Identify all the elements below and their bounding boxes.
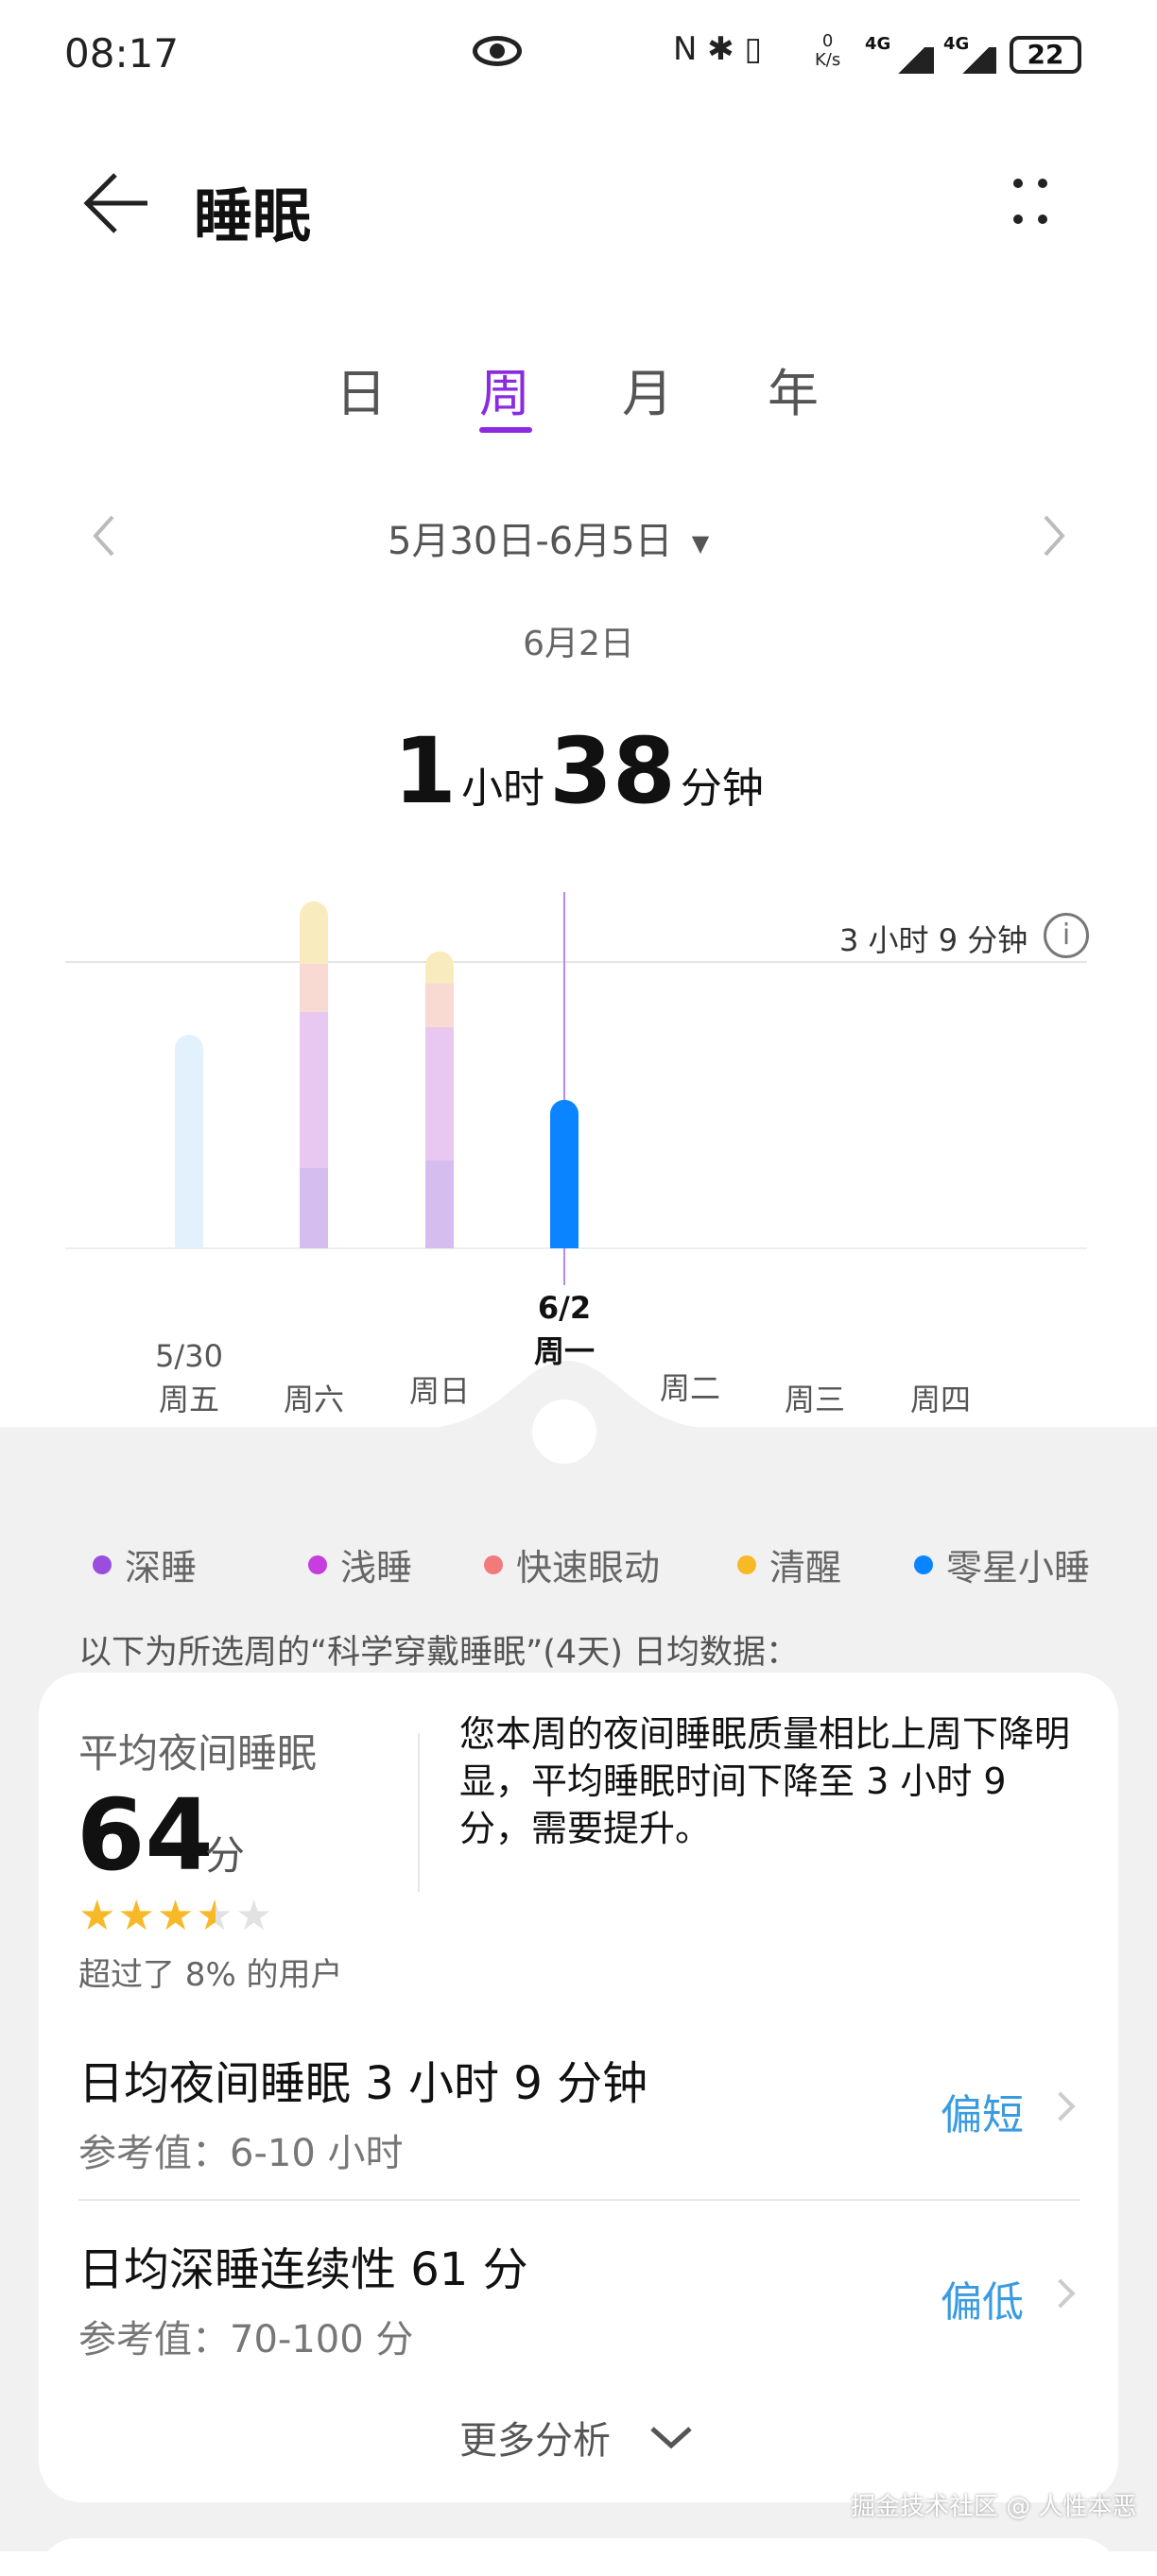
star-icon: ★ bbox=[196, 1892, 235, 1940]
row-title: 日均夜间睡眠 3 小时 9 分钟 bbox=[78, 2057, 648, 2110]
bar-segment-周日-清醒 bbox=[425, 951, 454, 984]
eye-icon bbox=[473, 36, 522, 66]
date-range-selector[interactable]: 5月30日-6月5日 ▼ bbox=[388, 510, 709, 565]
tab-month[interactable]: 月 bbox=[622, 364, 673, 423]
chevron-right-icon bbox=[1045, 2278, 1076, 2309]
next-card bbox=[39, 2538, 1118, 2576]
divider bbox=[418, 1733, 420, 1892]
legend-deep: 深睡 bbox=[93, 1538, 197, 1590]
percentile-text: 超过了 8% 的用户 bbox=[78, 1956, 343, 1994]
bar-segment-周六-深睡 bbox=[300, 1168, 328, 1248]
sleep-duration: 1 小时 38 分钟 bbox=[0, 718, 1157, 824]
bar-segment-周六-浅睡 bbox=[300, 1011, 328, 1169]
legend-dot bbox=[484, 1554, 503, 1574]
row-title: 日均深睡连续性 61 分 bbox=[78, 2243, 528, 2296]
legend-label: 快速眼动 bbox=[516, 1547, 661, 1589]
star-icon: ★ bbox=[117, 1892, 157, 1940]
bar-segment-周日-快速眼动 bbox=[425, 983, 454, 1027]
sleep-summary-card: 平均夜间睡眠 64 分 ★★★★★ 超过了 8% 的用户 您本周的夜间睡眠质量相… bbox=[39, 1673, 1118, 2502]
signal-2-icon bbox=[955, 47, 996, 74]
tab-day[interactable]: 日 bbox=[336, 364, 387, 423]
info-icon[interactable]: i bbox=[1044, 913, 1089, 958]
row-status: 偏低 bbox=[941, 2278, 1024, 2327]
hours-unit: 小时 bbox=[461, 764, 545, 813]
legend-dot bbox=[914, 1554, 933, 1574]
bar-segment-周一-零星小睡 bbox=[550, 1099, 578, 1248]
hours-value: 1 bbox=[393, 718, 457, 824]
legend-awake: 清醒 bbox=[737, 1538, 841, 1590]
x-label-周六[interactable]: 周六 bbox=[283, 1382, 344, 1417]
x-label-周四[interactable]: 周四 bbox=[909, 1382, 971, 1417]
legend-label: 清醒 bbox=[769, 1547, 842, 1589]
selector-bump bbox=[416, 1361, 718, 1436]
signal-1-label: 4G bbox=[865, 34, 891, 54]
row-reference: 参考值：70-100 分 bbox=[78, 2318, 414, 2361]
star-icon: ★ bbox=[234, 1892, 275, 1940]
back-button[interactable] bbox=[81, 170, 152, 236]
nfc-bluetooth-vibrate-icons: N ✱ ▯ bbox=[673, 30, 763, 68]
signal-1-icon bbox=[889, 47, 934, 74]
legend-label: 深睡 bbox=[125, 1547, 198, 1589]
more-analysis-label: 更多分析 bbox=[459, 2419, 611, 2463]
net-speed: 0 K/s bbox=[815, 31, 841, 70]
dropdown-icon: ▼ bbox=[691, 530, 710, 557]
status-time: 08:17 bbox=[64, 30, 180, 77]
legend-light: 浅睡 bbox=[308, 1538, 412, 1590]
x-date-label: 5/30 bbox=[155, 1338, 223, 1374]
score-title: 平均夜间睡眠 bbox=[78, 1730, 318, 1777]
chevron-down-icon bbox=[650, 2427, 692, 2449]
bar-segment-周日-浅睡 bbox=[425, 1026, 454, 1161]
watermark: 掘金技术社区 @ 人性本恶 bbox=[851, 2493, 1137, 2521]
sleep-chart[interactable] bbox=[0, 850, 1157, 1436]
more-options-icon[interactable] bbox=[1011, 175, 1049, 232]
x-label-周日[interactable]: 周日 bbox=[408, 1373, 470, 1409]
legend-dot bbox=[93, 1554, 112, 1574]
legend-nap: 零星小睡 bbox=[914, 1538, 1090, 1590]
row-status: 偏短 bbox=[941, 2091, 1024, 2139]
battery-icon: 22 bbox=[1010, 36, 1081, 74]
legend-dot bbox=[737, 1554, 756, 1574]
selector-handle[interactable] bbox=[532, 1400, 596, 1464]
bar-segment-周日-深睡 bbox=[425, 1160, 454, 1248]
date-range-label: 5月30日-6月5日 bbox=[388, 520, 673, 563]
data-note: 以下为所选周的“科学穿戴睡眠”(4天) 日均数据： bbox=[78, 1634, 799, 1672]
x-label-周三[interactable]: 周三 bbox=[784, 1382, 845, 1417]
chevron-right-icon bbox=[1045, 2091, 1076, 2121]
legend-label: 零星小睡 bbox=[946, 1547, 1091, 1589]
tab-year[interactable]: 年 bbox=[768, 364, 819, 423]
minutes-value: 38 bbox=[549, 718, 676, 824]
divider bbox=[78, 2199, 1080, 2201]
x-label-周一[interactable]: 周一 bbox=[533, 1333, 595, 1369]
legend-label: 浅睡 bbox=[340, 1547, 413, 1589]
tab-indicator bbox=[479, 427, 532, 433]
star-icon: ★ bbox=[78, 1892, 118, 1940]
more-analysis-button[interactable]: 更多分析 bbox=[459, 2410, 694, 2464]
bar-segment-周六-清醒 bbox=[300, 901, 328, 964]
x-label-周五[interactable]: 周五 bbox=[158, 1382, 219, 1417]
prev-week-button[interactable] bbox=[90, 515, 118, 557]
row-reference: 参考值：6-10 小时 bbox=[78, 2132, 404, 2175]
bar-segment-周五-零星小睡 bbox=[175, 1034, 203, 1248]
star-icon: ★ bbox=[156, 1892, 197, 1940]
selected-date: 6月2日 bbox=[523, 625, 634, 663]
page-title: 睡眠 bbox=[194, 181, 312, 250]
tab-week[interactable]: 周 bbox=[479, 364, 530, 423]
reference-line-label: 3 小时 9 分钟 bbox=[839, 922, 1028, 958]
legend-dot bbox=[308, 1554, 327, 1574]
bar-segment-周六-快速眼动 bbox=[300, 963, 328, 1012]
summary-text: 您本周的夜间睡眠质量相比上周下降明显，平均睡眠时间下降至 3 小时 9 分，需要… bbox=[459, 1713, 1071, 1849]
next-week-button[interactable] bbox=[1040, 515, 1068, 557]
legend-rem: 快速眼动 bbox=[484, 1538, 660, 1590]
x-label-周二[interactable]: 周二 bbox=[659, 1370, 720, 1406]
score-unit: 分 bbox=[205, 1832, 246, 1879]
score-value: 64 bbox=[77, 1777, 214, 1893]
x-date-label: 6/2 bbox=[537, 1290, 592, 1326]
minutes-unit: 分钟 bbox=[680, 764, 764, 813]
star-rating: ★★★★★ bbox=[78, 1892, 274, 1940]
